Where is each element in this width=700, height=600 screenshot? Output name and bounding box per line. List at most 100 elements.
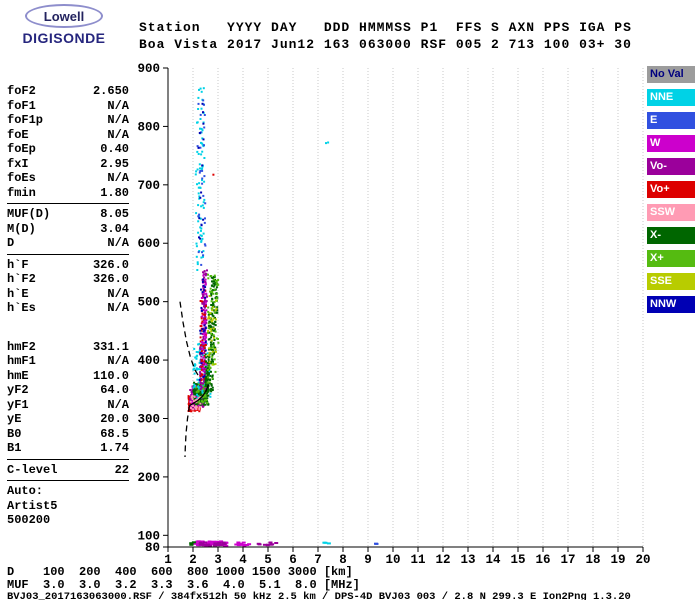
param-he: h`E N/A: [7, 287, 129, 302]
y-tick-label: 600: [137, 237, 160, 251]
param-value: N/A: [107, 301, 129, 315]
param-label: D: [7, 236, 15, 250]
param-fof1: foF1 N/A: [7, 99, 129, 114]
echo-cluster-sse: [207, 295, 218, 366]
param-value: N/A: [107, 171, 129, 185]
param-label: foF1: [7, 98, 36, 113]
param-mufd: MUF(D) 8.05: [7, 207, 129, 222]
x-tick-label: 19: [610, 553, 625, 567]
x-tick-label: 8: [339, 553, 347, 567]
x-tick-label: 3: [214, 553, 222, 567]
param-value: 1.74: [100, 441, 129, 455]
echo-cluster-nne: [196, 87, 205, 148]
echo-cluster-nne: [322, 541, 331, 545]
x-tick-label: 15: [510, 553, 525, 567]
param-value: 3.04: [100, 221, 129, 236]
param-ye: yE 20.0: [7, 412, 129, 427]
param-value: N/A: [107, 236, 129, 250]
echo-cluster-nnw: [197, 102, 205, 240]
muf-distance-row: D 100 200 400 600 800 1000 1500 3000 [km…: [7, 565, 353, 579]
station-header-columns: Station YYYY DAY DDD HMMMSS P1 FFS S AXN…: [139, 20, 632, 35]
status-line: BVJ03_2017163063000.RSF / 384fx512h 50 k…: [7, 591, 631, 600]
param-label: yF2: [7, 383, 29, 397]
true-height-profile: [179, 301, 210, 458]
param-fof2: foF2 2.650: [7, 84, 129, 99]
param-value: 2.650: [92, 84, 129, 98]
muf-values-row: MUF 3.0 3.0 3.2 3.3 3.6 4.0 5.1 8.0 [MHz…: [7, 578, 360, 592]
x-tick-label: 18: [585, 553, 600, 567]
param-label: Artist5: [7, 498, 58, 513]
param-label: foE: [7, 127, 29, 142]
lowell-logo-text: Lowell: [43, 8, 85, 24]
param-value: 110.0: [92, 368, 129, 383]
param-auto: Auto:: [7, 484, 129, 499]
param-value: 326.0: [92, 272, 129, 286]
legend-item-e: E: [647, 112, 695, 129]
y-tick-label: 800: [137, 120, 160, 134]
y-tick-label: 700: [137, 179, 160, 193]
param-value: 22: [114, 462, 129, 477]
x-tick-label: 17: [560, 553, 575, 567]
x-tick-label: 5: [264, 553, 272, 567]
y-tick-label: 200: [137, 471, 160, 485]
echo-cluster-nne: [325, 141, 330, 145]
param-value: 1.80: [100, 185, 129, 200]
param-hf2: h`F2 326.0: [7, 272, 129, 287]
legend-item-noval: No Val: [647, 66, 695, 83]
x-tick-label: 16: [535, 553, 550, 567]
echo-cluster-x: [206, 273, 220, 384]
param-value: N/A: [107, 354, 129, 368]
x-tick-label: 7: [314, 553, 322, 567]
param-artist5: Artist5: [7, 499, 129, 514]
param-label: h`F2: [7, 272, 36, 286]
param-label: 500200: [7, 513, 51, 527]
param-yf2: yF2 64.0: [7, 383, 129, 398]
x-tick-label: 14: [485, 553, 501, 567]
grid-lines: [192, 68, 644, 547]
y-tick-label: 500: [137, 296, 160, 310]
station-header-values: Boa Vista 2017 Jun12 163 063000 RSF 005 …: [139, 37, 632, 52]
param-label: foF1p: [7, 113, 44, 127]
direction-legend: No Val NNE E W Vo- Vo+ SSW X- X+ SSE NNW: [647, 66, 695, 319]
param-value: 68.5: [100, 426, 129, 441]
param-label: foEs: [7, 171, 36, 185]
param-value: 20.0: [100, 412, 129, 426]
echo-cluster-vo: [212, 173, 215, 176]
echo-cluster-vo: [198, 541, 227, 547]
legend-item-vo: Vo+: [647, 181, 695, 198]
axis-ticks: [163, 67, 644, 552]
y-tick-label: 80: [145, 541, 160, 555]
legend-item-ssw: SSW: [647, 204, 695, 221]
param-label: B1: [7, 441, 22, 455]
legend-item-w: W: [647, 135, 695, 152]
param-label: B0: [7, 426, 22, 441]
param-label: hmF2: [7, 339, 36, 354]
echo-cluster-e: [374, 542, 379, 545]
param-value: N/A: [107, 286, 129, 301]
param-fof1p: foF1p N/A: [7, 113, 129, 128]
param-md: M(D) 3.04: [7, 222, 129, 237]
param-foe: foE N/A: [7, 128, 129, 143]
param-value: 0.40: [100, 142, 129, 156]
param-label: C-level: [7, 462, 58, 477]
param-hes: h`Es N/A: [7, 301, 129, 316]
param-value: N/A: [107, 98, 129, 113]
x-tick-label: 11: [410, 553, 425, 567]
profile-solid: [189, 384, 210, 407]
y-tick-label: 900: [137, 62, 160, 76]
param-label: foEp: [7, 142, 36, 156]
x-tick-label: 1: [164, 553, 172, 567]
param-fxi: fxI 2.95: [7, 157, 129, 172]
legend-item-nne: NNE: [647, 89, 695, 106]
x-tick-label: 2: [189, 553, 197, 567]
legend-item-nnw: NNW: [647, 296, 695, 313]
param-value: N/A: [107, 113, 129, 127]
param-hme: hmE 110.0: [7, 369, 129, 384]
param-label: M(D): [7, 221, 36, 236]
param-foes: foEs N/A: [7, 171, 129, 186]
param-foep: foEp 0.40: [7, 142, 129, 157]
param-fmin: fmin 1.80: [7, 186, 129, 201]
param-hmf2: hmF2 331.1: [7, 340, 129, 355]
